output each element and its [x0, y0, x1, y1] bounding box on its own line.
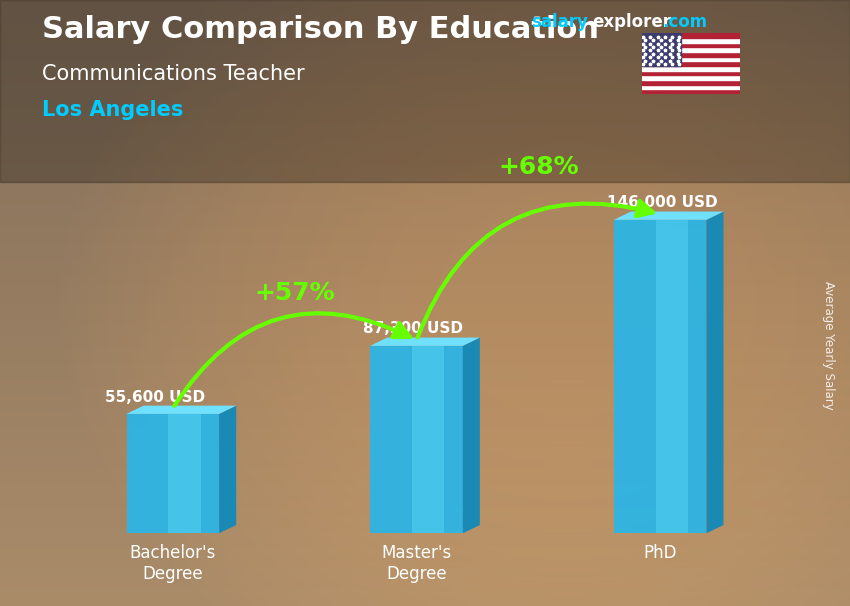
Bar [642, 66, 740, 71]
Polygon shape [127, 405, 236, 414]
Bar [642, 56, 740, 61]
Text: Average Yearly Salary: Average Yearly Salary [822, 281, 836, 410]
Bar [642, 52, 740, 56]
Bar [642, 38, 740, 42]
Text: Communications Teacher: Communications Teacher [42, 64, 305, 84]
Bar [642, 80, 740, 85]
Polygon shape [614, 220, 706, 533]
Text: 146,000 USD: 146,000 USD [607, 195, 717, 210]
Text: .com: .com [662, 13, 707, 32]
Text: +57%: +57% [254, 281, 335, 305]
Text: +68%: +68% [498, 155, 579, 179]
Text: Los Angeles: Los Angeles [42, 100, 184, 120]
Bar [642, 47, 740, 52]
Text: 55,600 USD: 55,600 USD [105, 390, 205, 405]
Bar [642, 85, 740, 89]
Polygon shape [168, 414, 201, 533]
Text: explorer: explorer [592, 13, 672, 32]
Polygon shape [412, 346, 445, 533]
Text: Salary Comparison By Education: Salary Comparison By Education [42, 15, 599, 44]
Bar [642, 89, 740, 94]
Bar [642, 75, 740, 80]
Bar [642, 71, 740, 75]
Polygon shape [219, 405, 236, 533]
Text: salary: salary [531, 13, 588, 32]
Polygon shape [462, 338, 480, 533]
Polygon shape [371, 338, 480, 346]
Polygon shape [614, 211, 723, 220]
Bar [642, 33, 740, 38]
Bar [642, 33, 681, 66]
Polygon shape [706, 211, 723, 533]
Polygon shape [127, 414, 219, 533]
Text: 87,300 USD: 87,300 USD [363, 321, 463, 336]
Polygon shape [655, 220, 688, 533]
Bar [642, 42, 740, 47]
Bar [642, 61, 740, 66]
Polygon shape [371, 346, 462, 533]
